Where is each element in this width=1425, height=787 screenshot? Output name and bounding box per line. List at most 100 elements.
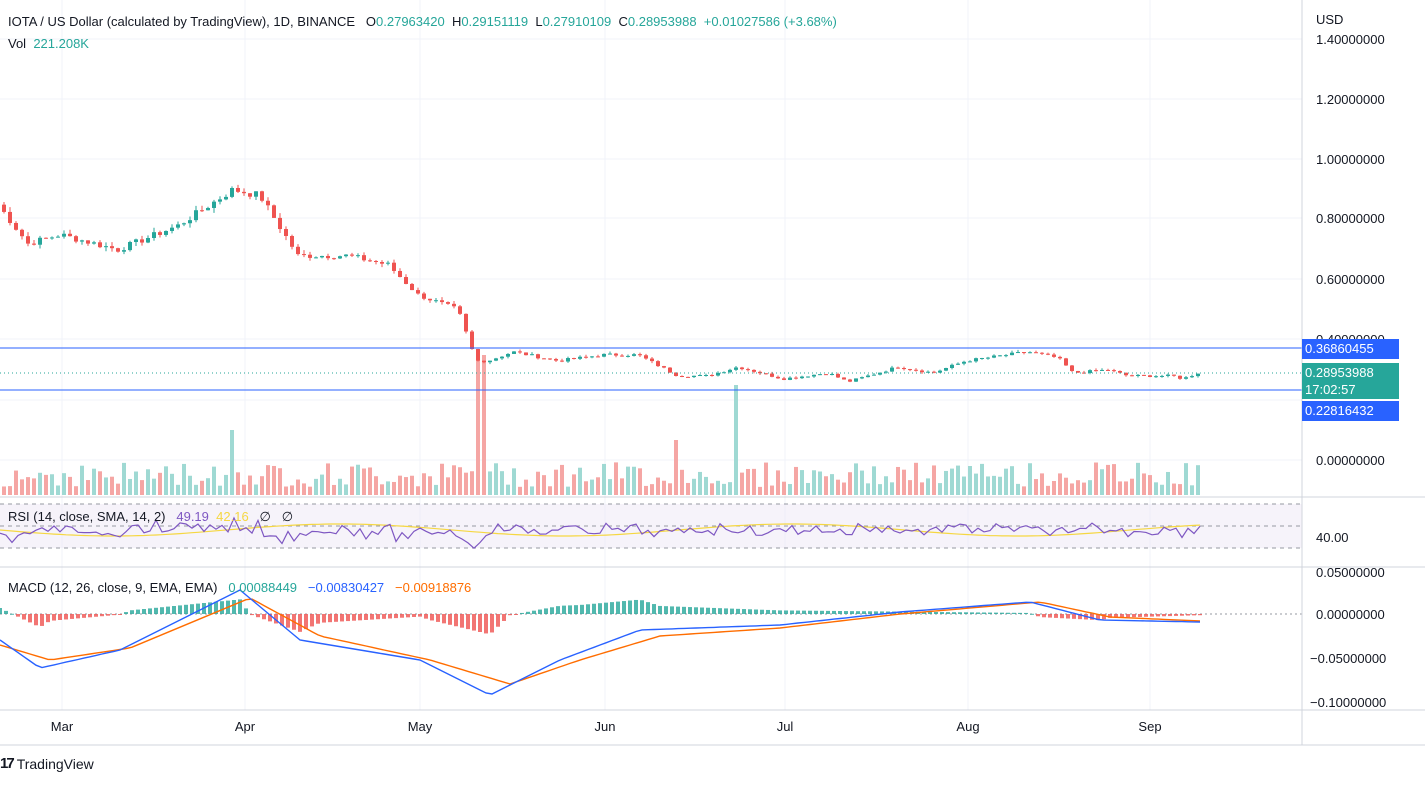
macd-hist-bar	[532, 610, 536, 614]
candle-body	[122, 250, 126, 252]
symbol-title[interactable]: IOTA / US Dollar (calculated by TradingV…	[8, 14, 356, 29]
candle-body	[98, 242, 102, 248]
candle-body	[650, 358, 654, 362]
macd-hist-bar	[622, 601, 626, 614]
macd-hist-bar	[346, 614, 350, 622]
macd-hist-bar	[208, 602, 212, 614]
macd-hist-bar	[1198, 614, 1202, 616]
volume-bars	[2, 355, 1200, 495]
macd-hist-bar	[334, 614, 338, 622]
high-label: H	[451, 14, 462, 29]
macd-hist-bar	[106, 614, 110, 616]
candle-body	[1076, 370, 1080, 373]
volume-bar	[200, 480, 204, 495]
candle-body	[506, 353, 510, 357]
currency-label[interactable]: USD	[1316, 12, 1344, 27]
brand-footer[interactable]: 17 TradingView	[0, 755, 94, 772]
macd-hist-bar	[1162, 614, 1166, 617]
rsi-line	[0, 516, 1201, 550]
macd-hist-bar	[1180, 614, 1184, 616]
macd-hist-bar	[736, 608, 740, 614]
macd-hist-bar	[1006, 612, 1010, 614]
macd-value: −0.00830427	[307, 580, 385, 595]
volume-bar	[548, 486, 552, 495]
candle-body	[602, 353, 606, 357]
volume-bar	[926, 478, 930, 495]
volume-bar	[998, 476, 1002, 495]
volume-bar	[1196, 465, 1200, 495]
candle-body	[614, 353, 618, 356]
volume-bar	[686, 482, 690, 495]
volume-bar	[320, 474, 324, 495]
candle-body	[986, 357, 990, 359]
candle-body	[236, 187, 240, 192]
candle-body	[266, 200, 270, 206]
macd-hist-bar	[376, 614, 380, 620]
macd-hist-bar	[568, 605, 572, 614]
candle-body	[890, 367, 894, 372]
macd-hist-value: 0.00088449	[228, 580, 298, 595]
macd-hist-bar	[868, 611, 872, 614]
candle-body	[746, 369, 750, 371]
volume-bar	[1004, 468, 1008, 495]
candle-body	[632, 354, 636, 356]
open-value: 0.27963420	[376, 14, 445, 29]
volume-bar	[92, 468, 96, 495]
candle-body	[542, 358, 546, 360]
volume-bar	[332, 484, 336, 495]
price-tick-label: 1.00000000	[1316, 152, 1385, 167]
candle-body	[1004, 355, 1008, 357]
macd-tick-label: −0.05000000	[1310, 651, 1387, 666]
candle-body	[482, 360, 486, 363]
volume-bar	[1154, 482, 1158, 495]
macd-hist-bar	[1000, 612, 1004, 614]
rsi-tick: 40.00	[1316, 530, 1349, 545]
volume-bar	[968, 466, 972, 495]
horizontal-levels[interactable]	[0, 347, 1302, 391]
candle-body	[80, 240, 84, 242]
macd-hist-bar	[508, 614, 512, 616]
volume-bar	[530, 486, 534, 495]
volume-bar	[278, 468, 282, 495]
macd-hist-bar	[706, 607, 710, 614]
macd-hist-bar	[130, 610, 134, 614]
candle-body	[170, 227, 174, 231]
volume-bar	[668, 483, 672, 495]
macd-hist-bar	[214, 601, 218, 614]
volume-bar	[500, 471, 504, 495]
macd-hist-bar	[946, 612, 950, 614]
macd-hist-bar	[496, 614, 500, 627]
macd-label[interactable]: MACD (12, 26, close, 9, EMA, EMA)	[8, 580, 218, 595]
macd-hist-bar	[1024, 612, 1028, 614]
macd-hist-bar	[1120, 614, 1124, 618]
candle-body	[770, 373, 774, 377]
macd-hist-bar	[820, 610, 824, 614]
volume-bar	[1046, 485, 1050, 495]
candle-body	[1160, 375, 1164, 377]
macd-tick-label: −0.10000000	[1310, 695, 1387, 710]
macd-hist-bar	[718, 608, 722, 614]
candle-body	[500, 356, 504, 359]
rsi-label[interactable]: RSI (14, close, SMA, 14, 2)	[8, 509, 166, 524]
candle-body	[962, 361, 966, 364]
volume-bar	[1178, 484, 1182, 495]
volume-bar	[776, 470, 780, 495]
volume-bar	[290, 485, 294, 495]
candle-body	[836, 374, 840, 378]
volume-bar	[350, 466, 354, 495]
candle-body	[902, 368, 906, 370]
candle-body	[200, 210, 204, 212]
candle-body	[434, 300, 438, 302]
macd-hist-bar	[1126, 614, 1130, 618]
macd-hist-bar	[688, 607, 692, 614]
macd-hist-bar	[1168, 614, 1172, 617]
candle-body	[230, 187, 234, 197]
rsi-value: 49.19	[176, 509, 209, 524]
candle-body	[134, 239, 138, 243]
macd-hist-bar	[934, 611, 938, 614]
candle-body	[584, 356, 588, 358]
macd-hist-bar	[1012, 612, 1016, 614]
volume-bar	[62, 473, 66, 495]
macd-hist-bar	[328, 614, 332, 623]
